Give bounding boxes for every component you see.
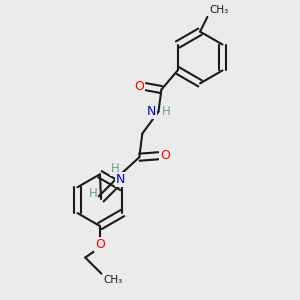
Text: H: H [161, 105, 170, 118]
Text: H: H [111, 163, 120, 176]
Text: O: O [160, 149, 170, 162]
Text: H: H [88, 187, 97, 200]
Text: CH₃: CH₃ [104, 275, 123, 285]
Text: CH₃: CH₃ [210, 5, 229, 15]
Text: N: N [146, 105, 156, 118]
Text: O: O [95, 238, 105, 251]
Text: N: N [116, 173, 125, 186]
Text: O: O [134, 80, 144, 93]
